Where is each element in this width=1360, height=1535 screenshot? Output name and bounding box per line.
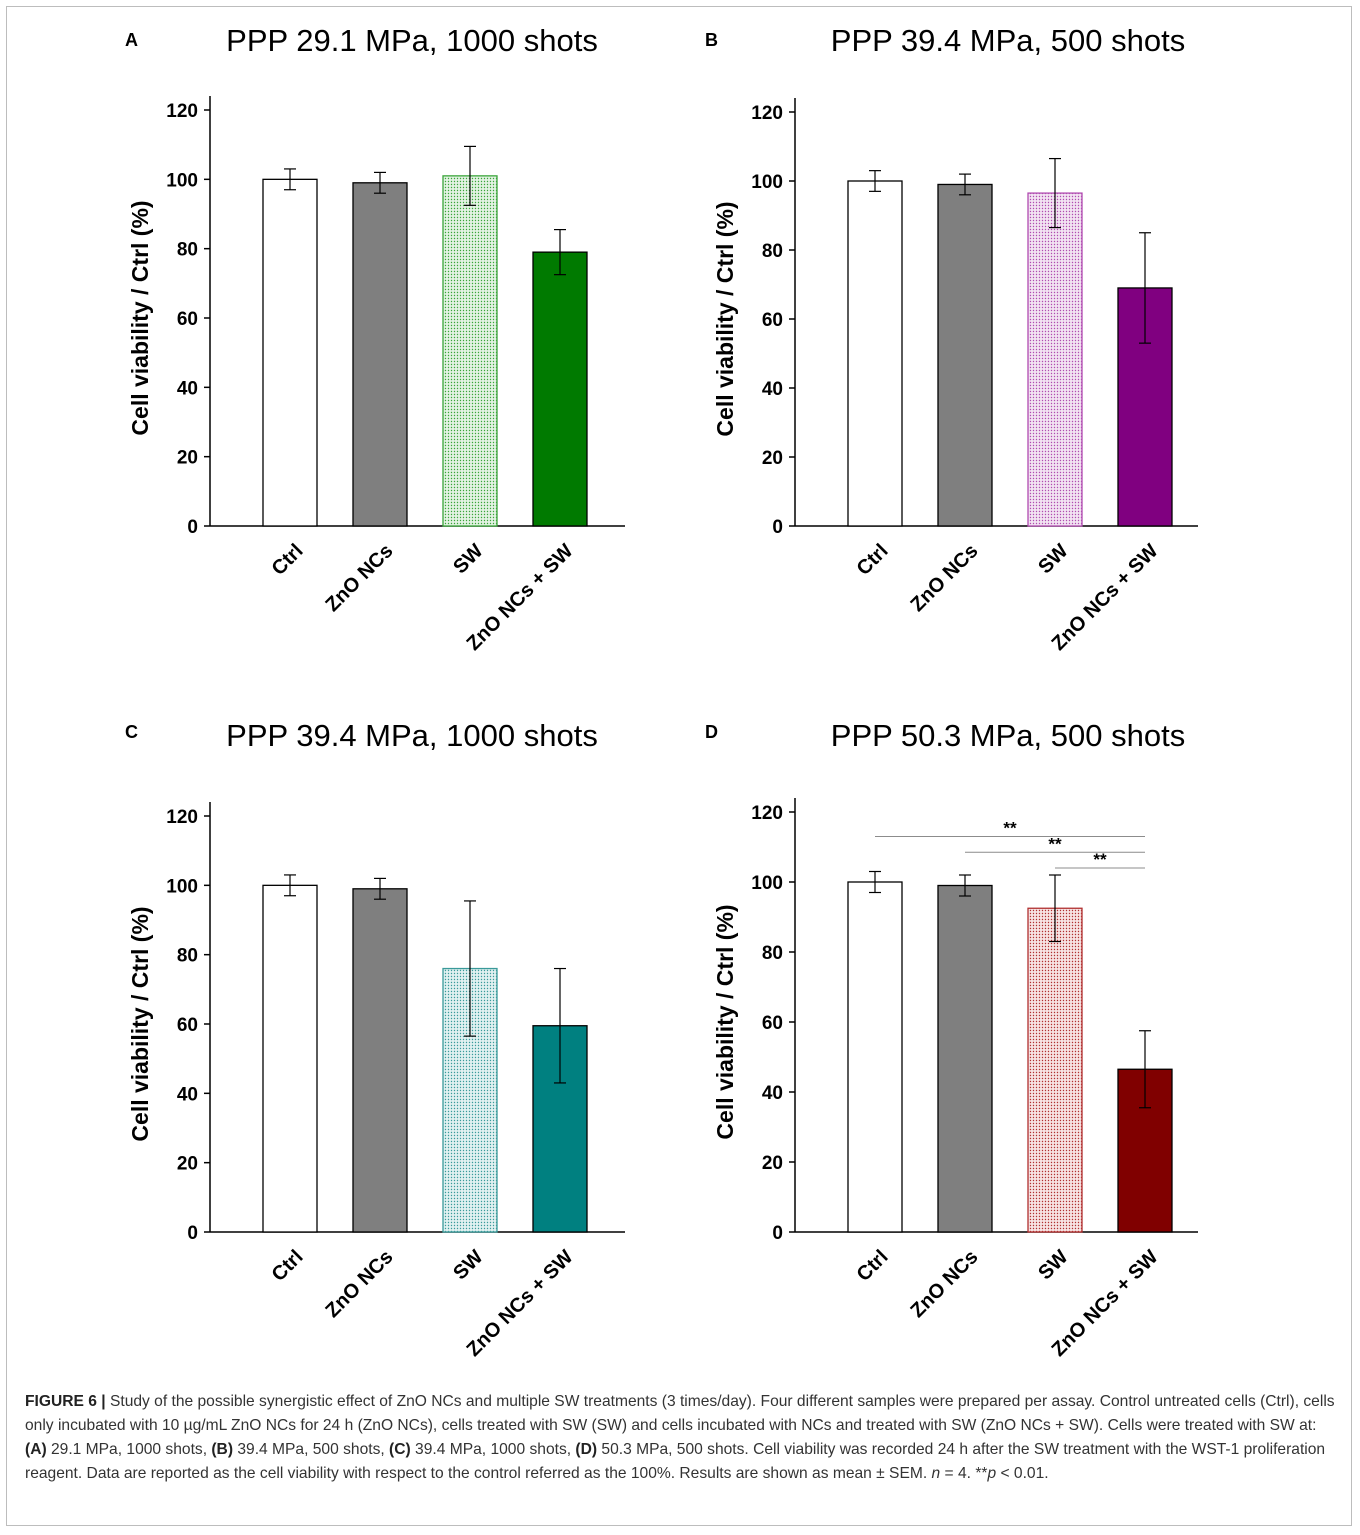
caption-text-1: Study of the possible synergistic effect…: [25, 1393, 1335, 1434]
caption-a-label: (A): [25, 1441, 47, 1458]
y-tick-label: 20: [177, 1154, 198, 1175]
category-label: Ctrl: [853, 1246, 893, 1286]
y-tick-label: 100: [166, 876, 198, 897]
chart-panel-b: B PPP 39.4 MPa, 500 shots 0 20 40 60 80 100 120 C…: [705, 23, 1198, 655]
y-tick-label: 80: [177, 240, 198, 261]
y-tick-label: 120: [166, 807, 198, 828]
y-tick-label: 80: [762, 943, 783, 964]
category-label: ZnO NCs: [906, 1246, 982, 1322]
caption-c-text: 39.4 MPa, 1000 shots,: [410, 1441, 576, 1458]
bar: [262, 884, 318, 1233]
y-tick-label: 20: [177, 448, 198, 469]
significance-label: **: [1003, 819, 1017, 838]
bar: [442, 175, 498, 527]
caption-p-var: p: [987, 1465, 997, 1482]
y-tick-label: 0: [772, 517, 783, 538]
bar: [937, 884, 993, 1233]
category-label: Ctrl: [268, 1246, 308, 1286]
y-tick-label: 100: [751, 172, 783, 193]
y-tick-label: 120: [751, 103, 783, 124]
figure-panels: A PPP 29.1 MPa, 1000 shots 0 20 40 60 80 100 120…: [125, 23, 1198, 1361]
category-label: Ctrl: [268, 540, 308, 580]
category-label: SW: [1034, 540, 1072, 578]
bar: [262, 178, 318, 527]
category-label: ZnO NCs: [321, 1246, 397, 1322]
y-axis-title: Cell viability / Ctrl (%): [712, 904, 738, 1139]
y-tick-label: 60: [762, 310, 783, 331]
caption-n-text: = 4. **: [940, 1465, 988, 1482]
caption-b-label: (B): [211, 1441, 234, 1458]
figure-caption: FIGURE 6 | Study of the possible synergi…: [25, 1390, 1337, 1486]
panel-letter: D: [705, 722, 718, 742]
y-tick-label: 120: [751, 803, 783, 824]
panel-title: PPP 29.1 MPa, 1000 shots: [226, 23, 598, 58]
panel-letter: A: [125, 30, 138, 50]
y-tick-label: 0: [187, 1223, 198, 1244]
y-tick-label: 40: [762, 1083, 783, 1104]
category-label: ZnO NCs: [321, 540, 397, 616]
y-tick-label: 100: [166, 170, 198, 191]
caption-d-text: 50.3 MPa, 500 shots. Cell viability was …: [25, 1441, 1326, 1482]
chart-panel-d: D PPP 50.3 MPa, 500 shots 0 20 40 60 80 100 120 C…: [705, 718, 1198, 1361]
category-label: ZnO NCs: [906, 540, 982, 616]
caption-n-var: n: [931, 1465, 941, 1482]
y-tick-label: 80: [177, 946, 198, 967]
caption-b-text: 39.4 MPa, 500 shots,: [233, 1441, 390, 1458]
caption-d-label: (D): [575, 1441, 598, 1458]
bar: [532, 251, 588, 527]
bar: [937, 183, 993, 527]
bar: [1027, 907, 1083, 1233]
y-tick-label: 120: [166, 101, 198, 122]
significance-label: **: [1093, 850, 1107, 869]
caption-a-text: 29.1 MPa, 1000 shots,: [46, 1441, 212, 1458]
y-tick-label: 60: [177, 1015, 198, 1036]
caption-figure-label: FIGURE 6 |: [25, 1393, 106, 1410]
panel-title: PPP 50.3 MPa, 500 shots: [831, 718, 1185, 753]
y-tick-label: 0: [772, 1223, 783, 1244]
y-tick-label: 20: [762, 448, 783, 469]
category-label: SW: [449, 1246, 487, 1284]
panel-letter: B: [705, 30, 718, 50]
bar: [352, 182, 408, 527]
y-axis-title: Cell viability / Ctrl (%): [712, 201, 738, 436]
bar: [847, 881, 903, 1233]
y-axis-title: Cell viability / Ctrl (%): [127, 906, 153, 1141]
caption-p-text: < 0.01.: [996, 1465, 1049, 1482]
y-tick-label: 100: [751, 873, 783, 894]
y-tick-label: 60: [177, 309, 198, 330]
y-tick-label: 40: [177, 378, 198, 399]
category-label: SW: [449, 540, 487, 578]
y-tick-label: 40: [762, 379, 783, 400]
y-tick-label: 40: [177, 1084, 198, 1105]
panel-title: PPP 39.4 MPa, 500 shots: [831, 23, 1185, 58]
category-label: SW: [1034, 1246, 1072, 1284]
panel-title: PPP 39.4 MPa, 1000 shots: [226, 718, 598, 753]
chart-panel-c: C PPP 39.4 MPa, 1000 shots 0 20 40 60 80 100 120…: [125, 718, 625, 1361]
bar: [847, 180, 903, 527]
y-tick-label: 60: [762, 1013, 783, 1034]
panel-letter: C: [125, 722, 138, 742]
category-label: Ctrl: [853, 540, 893, 580]
figure-frame: [6, 6, 1352, 1526]
caption-c-label: (C): [389, 1441, 411, 1458]
chart-panel-a: A PPP 29.1 MPa, 1000 shots 0 20 40 60 80 100 120…: [125, 23, 625, 655]
y-axis-title: Cell viability / Ctrl (%): [127, 200, 153, 435]
y-tick-label: 20: [762, 1153, 783, 1174]
y-tick-label: 0: [187, 517, 198, 538]
bar: [1027, 192, 1083, 527]
y-tick-label: 80: [762, 241, 783, 262]
significance-label: **: [1048, 834, 1062, 853]
bar: [352, 888, 408, 1233]
